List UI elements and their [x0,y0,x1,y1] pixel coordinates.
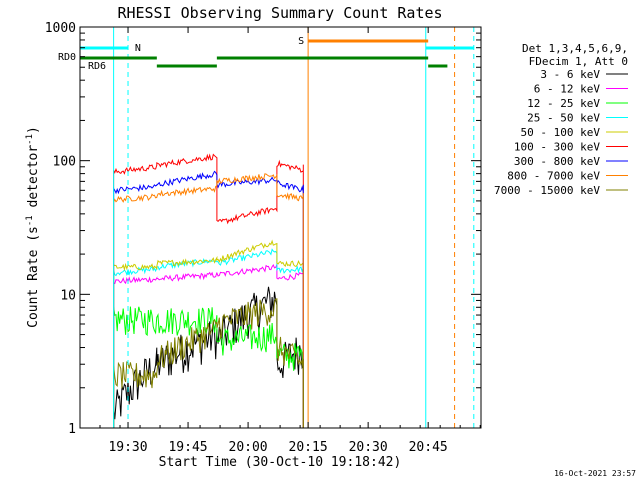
legend-label-12-25-kev: 12 - 25 keV [527,97,600,110]
y-label-mid: detector [26,145,41,216]
legend-label-50-100-kev: 50 - 100 keV [521,126,601,139]
legend-label-800-7000-kev: 800 - 7000 keV [507,170,600,183]
y-axis-label: Count Rate (s-1 detector-1) [25,126,41,328]
flag-label-n: N [135,43,141,54]
series-line-800-7000-kev [113,173,304,428]
legend-label-100-300-kev: 100 - 300 keV [514,141,600,154]
y-tick-label: 10 [60,288,76,303]
series-line-7000-15000-kev [113,298,304,428]
series-line-12-25-kev [113,306,304,428]
legend-label-7000-15000-kev: 7000 - 15000 keV [494,184,600,197]
flag-label-rd6: RD6 [88,61,106,72]
x-tick-label: 20:45 [409,440,448,455]
series-layer [113,153,304,428]
y-label-sup1: -1 [25,215,35,226]
legend-header-line-1: Det 1,3,4,5,6,9, [522,42,628,55]
x-axis-label: Start Time (30-Oct-10 19:18:42) [159,455,402,470]
series-line-50-100-kev [113,239,304,428]
legend-label-300-800-kev: 300 - 800 keV [514,155,600,168]
legend-label-25-50-kev: 25 - 50 keV [527,112,600,125]
series-line-6-12-kev [113,263,304,428]
flag-bars: N S RD0 RD6 [58,36,474,72]
chart-title: RHESSI Observing Summary Count Rates [117,4,442,22]
flag-label-s: S [298,36,304,47]
x-tick-label: 19:30 [108,440,147,455]
legend-label-6-12-kev: 6 - 12 keV [534,83,601,96]
series-line-300-800-kev [113,170,304,428]
legend-header-line-2: FDecim 1, Att 0 [529,55,628,68]
y-tick-label: 1 [68,422,76,437]
y-axis-ticks: 1 10 100 1000 [45,21,481,437]
series-line-100-300-kev [113,153,304,428]
legend-label-3-6-kev: 3 - 6 keV [540,68,600,81]
x-axis-ticks: 19:30 19:45 20:00 20:15 20:30 20:45 [79,27,481,455]
y-label-main: Count Rate (s [26,226,41,328]
series-line-3-6-kev [113,286,304,428]
y-label-sup2: -1 [25,134,35,145]
x-tick-label: 20:00 [229,440,268,455]
footer-date: 16-Oct-2021 23:57 [554,469,636,478]
y-label-end: ) [26,126,41,134]
flag-label-rd0: RD0 [58,52,76,63]
legend: Det 1,3,4,5,6,9, FDecim 1, Att 0 3 - 6 k… [494,42,628,197]
x-tick-label: 19:45 [168,440,207,455]
y-tick-label: 1000 [45,21,76,36]
x-tick-label: 20:15 [289,440,328,455]
y-tick-label: 100 [53,155,76,170]
x-tick-label: 20:30 [349,440,388,455]
plot-frame [79,26,482,429]
vertical-markers [113,27,475,428]
